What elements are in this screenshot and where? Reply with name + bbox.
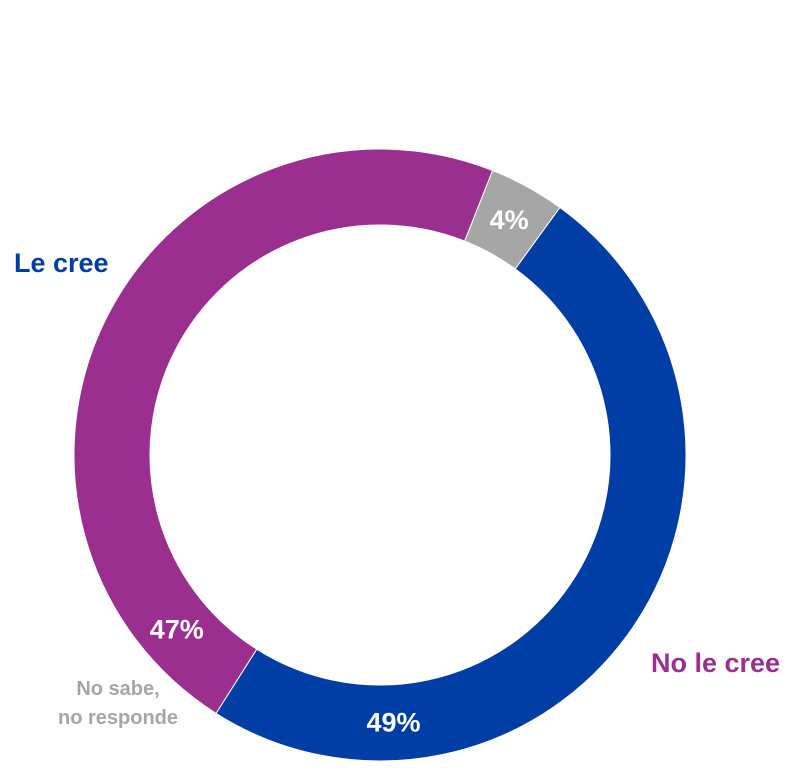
slice-le-cree	[215, 206, 687, 762]
slice-no-sabe-no-responde	[464, 169, 561, 270]
slice-category-label: Le cree	[14, 248, 109, 278]
donut-slices	[73, 148, 687, 762]
slice-category-label-line: no responde	[58, 707, 178, 729]
slice-value-label: 47%	[150, 615, 204, 645]
slice-value-label: 49%	[366, 708, 420, 738]
slice-category-label: No sabe, no responde	[58, 678, 178, 729]
slice-no-le-cree	[73, 148, 494, 715]
donut-value-labels: 49% 47% 4%	[150, 205, 529, 738]
slice-category-label-line: No sabe,	[76, 678, 159, 700]
donut-category-labels: Le cree No le cree No sabe, no responde	[14, 248, 780, 729]
slice-value-label: 4%	[490, 205, 529, 235]
slice-category-label: No le cree	[651, 648, 780, 678]
